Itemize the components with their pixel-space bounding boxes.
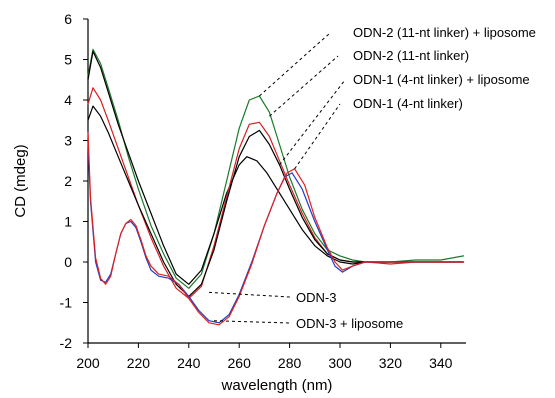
series-lines bbox=[87, 48, 465, 326]
y-tick-label: 6 bbox=[64, 11, 72, 27]
annotation-leader bbox=[259, 32, 331, 97]
y-tick-label: 4 bbox=[64, 92, 72, 108]
x-tick-label: 300 bbox=[328, 355, 352, 371]
annotation-label: ODN-1 (4-nt linker) + liposome bbox=[353, 72, 530, 87]
annotation-leader bbox=[269, 55, 339, 117]
y-tick-label: -2 bbox=[60, 335, 73, 351]
y-tick-label: 3 bbox=[64, 133, 72, 149]
series-line-4 bbox=[87, 139, 465, 324]
series-line-2 bbox=[87, 87, 465, 299]
x-tick-label: 340 bbox=[429, 355, 453, 371]
y-tick-label: 2 bbox=[64, 173, 72, 189]
x-tick-label: 240 bbox=[177, 355, 201, 371]
x-tick-label: 220 bbox=[127, 355, 151, 371]
series-line-1 bbox=[87, 50, 465, 285]
annotation-leader bbox=[208, 291, 291, 298]
annotation-leader bbox=[294, 103, 341, 170]
annotation-label: ODN-2 (11-nt linker) bbox=[353, 48, 469, 63]
y-tick-label: 5 bbox=[64, 52, 72, 68]
series-line-0 bbox=[87, 48, 465, 289]
x-axis-title: wavelength (nm) bbox=[221, 377, 333, 394]
annotation-label: ODN-2 (11-nt linker) + liposome bbox=[353, 25, 536, 40]
y-tick-label: 0 bbox=[64, 254, 72, 270]
y-axis-title: CD (mdeg) bbox=[12, 144, 29, 217]
annotation-leader bbox=[279, 79, 346, 166]
y-tick-label: -1 bbox=[60, 295, 73, 311]
annotations: ODN-2 (11-nt linker) + liposome ODN-2 (11… bbox=[208, 25, 536, 331]
annotation-leader bbox=[213, 320, 291, 324]
series-line-3 bbox=[87, 105, 465, 297]
annotation-label: ODN-3 + liposome bbox=[296, 316, 403, 331]
annotation-label: ODN-1 (4-nt linker) bbox=[353, 96, 463, 111]
x-tick-label: 260 bbox=[228, 355, 252, 371]
y-tick-label: 1 bbox=[64, 214, 72, 230]
x-tick-label: 280 bbox=[278, 355, 302, 371]
series-line-5 bbox=[87, 131, 465, 326]
x-tick-label: 320 bbox=[379, 355, 403, 371]
annotation-label: ODN-3 bbox=[296, 290, 336, 305]
axes: -2 -1 0 1 2 3 4 5 6 200 220 240 260 280 300 320 340 bbox=[60, 11, 466, 371]
x-tick-label: 200 bbox=[76, 355, 100, 371]
